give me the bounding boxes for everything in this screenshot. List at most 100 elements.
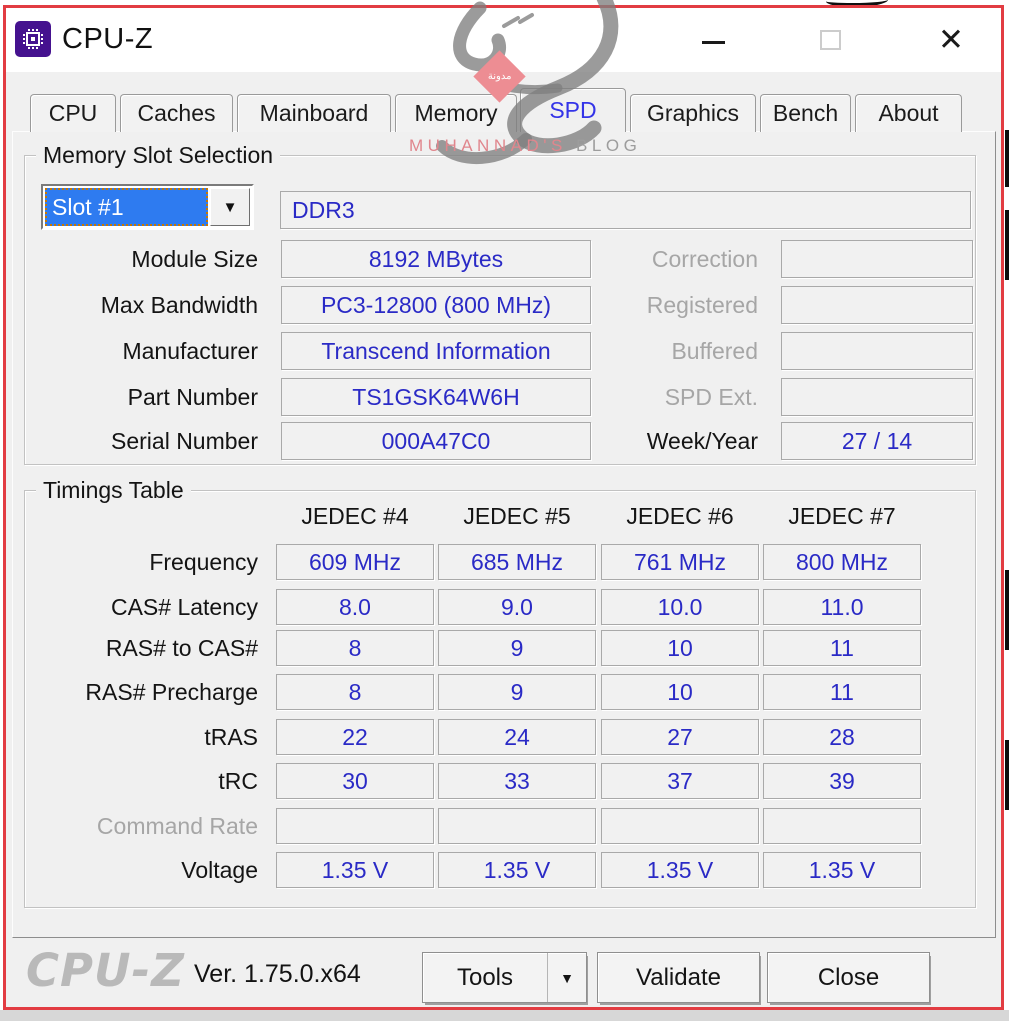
- memory-type-field: DDR3: [280, 191, 971, 229]
- timing-cell: 8: [276, 674, 434, 710]
- field-label: Manufacturer: [122, 338, 258, 364]
- cpuz-window: CPU-Z ✕ CPU Caches Mainboard Memory SPD …: [3, 5, 1004, 1010]
- correction-field: [781, 240, 973, 278]
- max-bandwidth-field: PC3-12800 (800 MHz): [281, 286, 591, 324]
- timing-cell: 800 MHz: [763, 544, 921, 580]
- cpuz-app-icon: [15, 21, 51, 57]
- background-fragment: [1005, 130, 1009, 187]
- window-title: CPU-Z: [62, 23, 154, 55]
- column-header: JEDEC #5: [463, 503, 571, 529]
- slot-selector-value: Slot #1: [45, 188, 208, 226]
- timing-cell: [763, 808, 921, 844]
- timing-cell: 685 MHz: [438, 544, 596, 580]
- timing-cell: 9.0: [438, 589, 596, 625]
- timing-cell: 1.35 V: [601, 852, 759, 888]
- week-year-field: 27 / 14: [781, 422, 973, 460]
- field-label: Week/Year: [646, 428, 758, 454]
- manufacturer-field: Transcend Information: [281, 332, 591, 370]
- timing-cell: 609 MHz: [276, 544, 434, 580]
- timing-cell: 10.0: [601, 589, 759, 625]
- tab-memory[interactable]: Memory: [395, 94, 517, 132]
- maximize-button[interactable]: [820, 30, 841, 50]
- timing-cell: 10: [601, 674, 759, 710]
- chevron-down-icon[interactable]: ▼: [210, 188, 250, 226]
- row-label: Voltage: [181, 857, 258, 883]
- timing-cell: [601, 808, 759, 844]
- row-label-disabled: Command Rate: [96, 813, 258, 839]
- tools-button-label[interactable]: Tools: [423, 953, 548, 1002]
- tab-bench[interactable]: Bench: [760, 94, 851, 132]
- timing-cell: 37: [601, 763, 759, 799]
- timing-cell: 11.0: [763, 589, 921, 625]
- spd-ext-field: [781, 378, 973, 416]
- field-label: Serial Number: [111, 428, 258, 454]
- tools-dropdown-arrow-icon[interactable]: ▼: [560, 969, 574, 986]
- part-number-field: TS1GSK64W6H: [281, 378, 591, 416]
- row-label: tRAS: [204, 724, 258, 750]
- tab-cpu[interactable]: CPU: [30, 94, 116, 132]
- close-window-button[interactable]: ✕: [938, 22, 964, 57]
- column-header: JEDEC #4: [301, 503, 409, 529]
- timing-cell: 8: [276, 630, 434, 666]
- tools-button[interactable]: Tools ▼: [422, 952, 587, 1003]
- tab-about[interactable]: About: [855, 94, 962, 132]
- tab-spd[interactable]: SPD: [520, 88, 626, 132]
- field-label-disabled: SPD Ext.: [664, 384, 758, 410]
- module-size-field: 8192 MBytes: [281, 240, 591, 278]
- serial-number-field: 000A47C0: [281, 422, 591, 460]
- timing-cell: 11: [763, 674, 921, 710]
- row-label: RAS# to CAS#: [105, 635, 258, 661]
- slot-selector-dropdown[interactable]: Slot #1 ▼: [41, 184, 254, 230]
- timing-cell: 1.35 V: [763, 852, 921, 888]
- field-label: Max Bandwidth: [100, 292, 258, 318]
- timing-cell: 33: [438, 763, 596, 799]
- timing-cell: 1.35 V: [276, 852, 434, 888]
- row-label: Frequency: [149, 549, 258, 575]
- column-header: JEDEC #6: [626, 503, 734, 529]
- row-label: RAS# Precharge: [85, 679, 258, 705]
- background-fragment: [1005, 740, 1009, 810]
- timing-cell: 28: [763, 719, 921, 755]
- field-label-disabled: Registered: [646, 292, 758, 318]
- field-label-disabled: Correction: [651, 246, 758, 272]
- tab-graphics[interactable]: Graphics: [630, 94, 756, 132]
- cpuz-logo: CPU-Z: [26, 944, 185, 997]
- timing-cell: 22: [276, 719, 434, 755]
- timing-cell: 9: [438, 630, 596, 666]
- timing-cell: 10: [601, 630, 759, 666]
- tab-mainboard[interactable]: Mainboard: [237, 94, 391, 132]
- timing-cell: 39: [763, 763, 921, 799]
- timing-cell: 8.0: [276, 589, 434, 625]
- title-bar: CPU-Z ✕: [6, 8, 1001, 72]
- field-label: Module Size: [131, 246, 258, 272]
- background-strip: [0, 1010, 1009, 1021]
- timings-table-group: Timings Table JEDEC #4 JEDEC #5 JEDEC #6…: [24, 477, 976, 908]
- timing-cell: 9: [438, 674, 596, 710]
- close-button[interactable]: Close: [767, 952, 930, 1003]
- group-title: Timings Table: [36, 477, 191, 504]
- column-header: JEDEC #7: [788, 503, 896, 529]
- timing-cell: 27: [601, 719, 759, 755]
- memory-slot-selection-group: Memory Slot Selection Slot #1 ▼ DDR3 Mod…: [24, 142, 976, 465]
- minimize-button[interactable]: [702, 41, 725, 44]
- background-fragment: [1005, 570, 1009, 650]
- background-fragment: [1005, 210, 1009, 280]
- version-text: Ver. 1.75.0.x64: [194, 960, 361, 988]
- timing-cell: [276, 808, 434, 844]
- buffered-field: [781, 332, 973, 370]
- validate-button[interactable]: Validate: [597, 952, 760, 1003]
- timing-cell: 1.35 V: [438, 852, 596, 888]
- registered-field: [781, 286, 973, 324]
- timing-cell: 24: [438, 719, 596, 755]
- group-title: Memory Slot Selection: [36, 142, 281, 169]
- cpu-chip-icon: [23, 29, 43, 49]
- timing-cell: [438, 808, 596, 844]
- tab-caches[interactable]: Caches: [120, 94, 233, 132]
- row-label: tRC: [218, 768, 258, 794]
- timing-cell: 30: [276, 763, 434, 799]
- field-label-disabled: Buffered: [671, 338, 758, 364]
- row-label: CAS# Latency: [110, 594, 258, 620]
- field-label: Part Number: [127, 384, 258, 410]
- timing-cell: 11: [763, 630, 921, 666]
